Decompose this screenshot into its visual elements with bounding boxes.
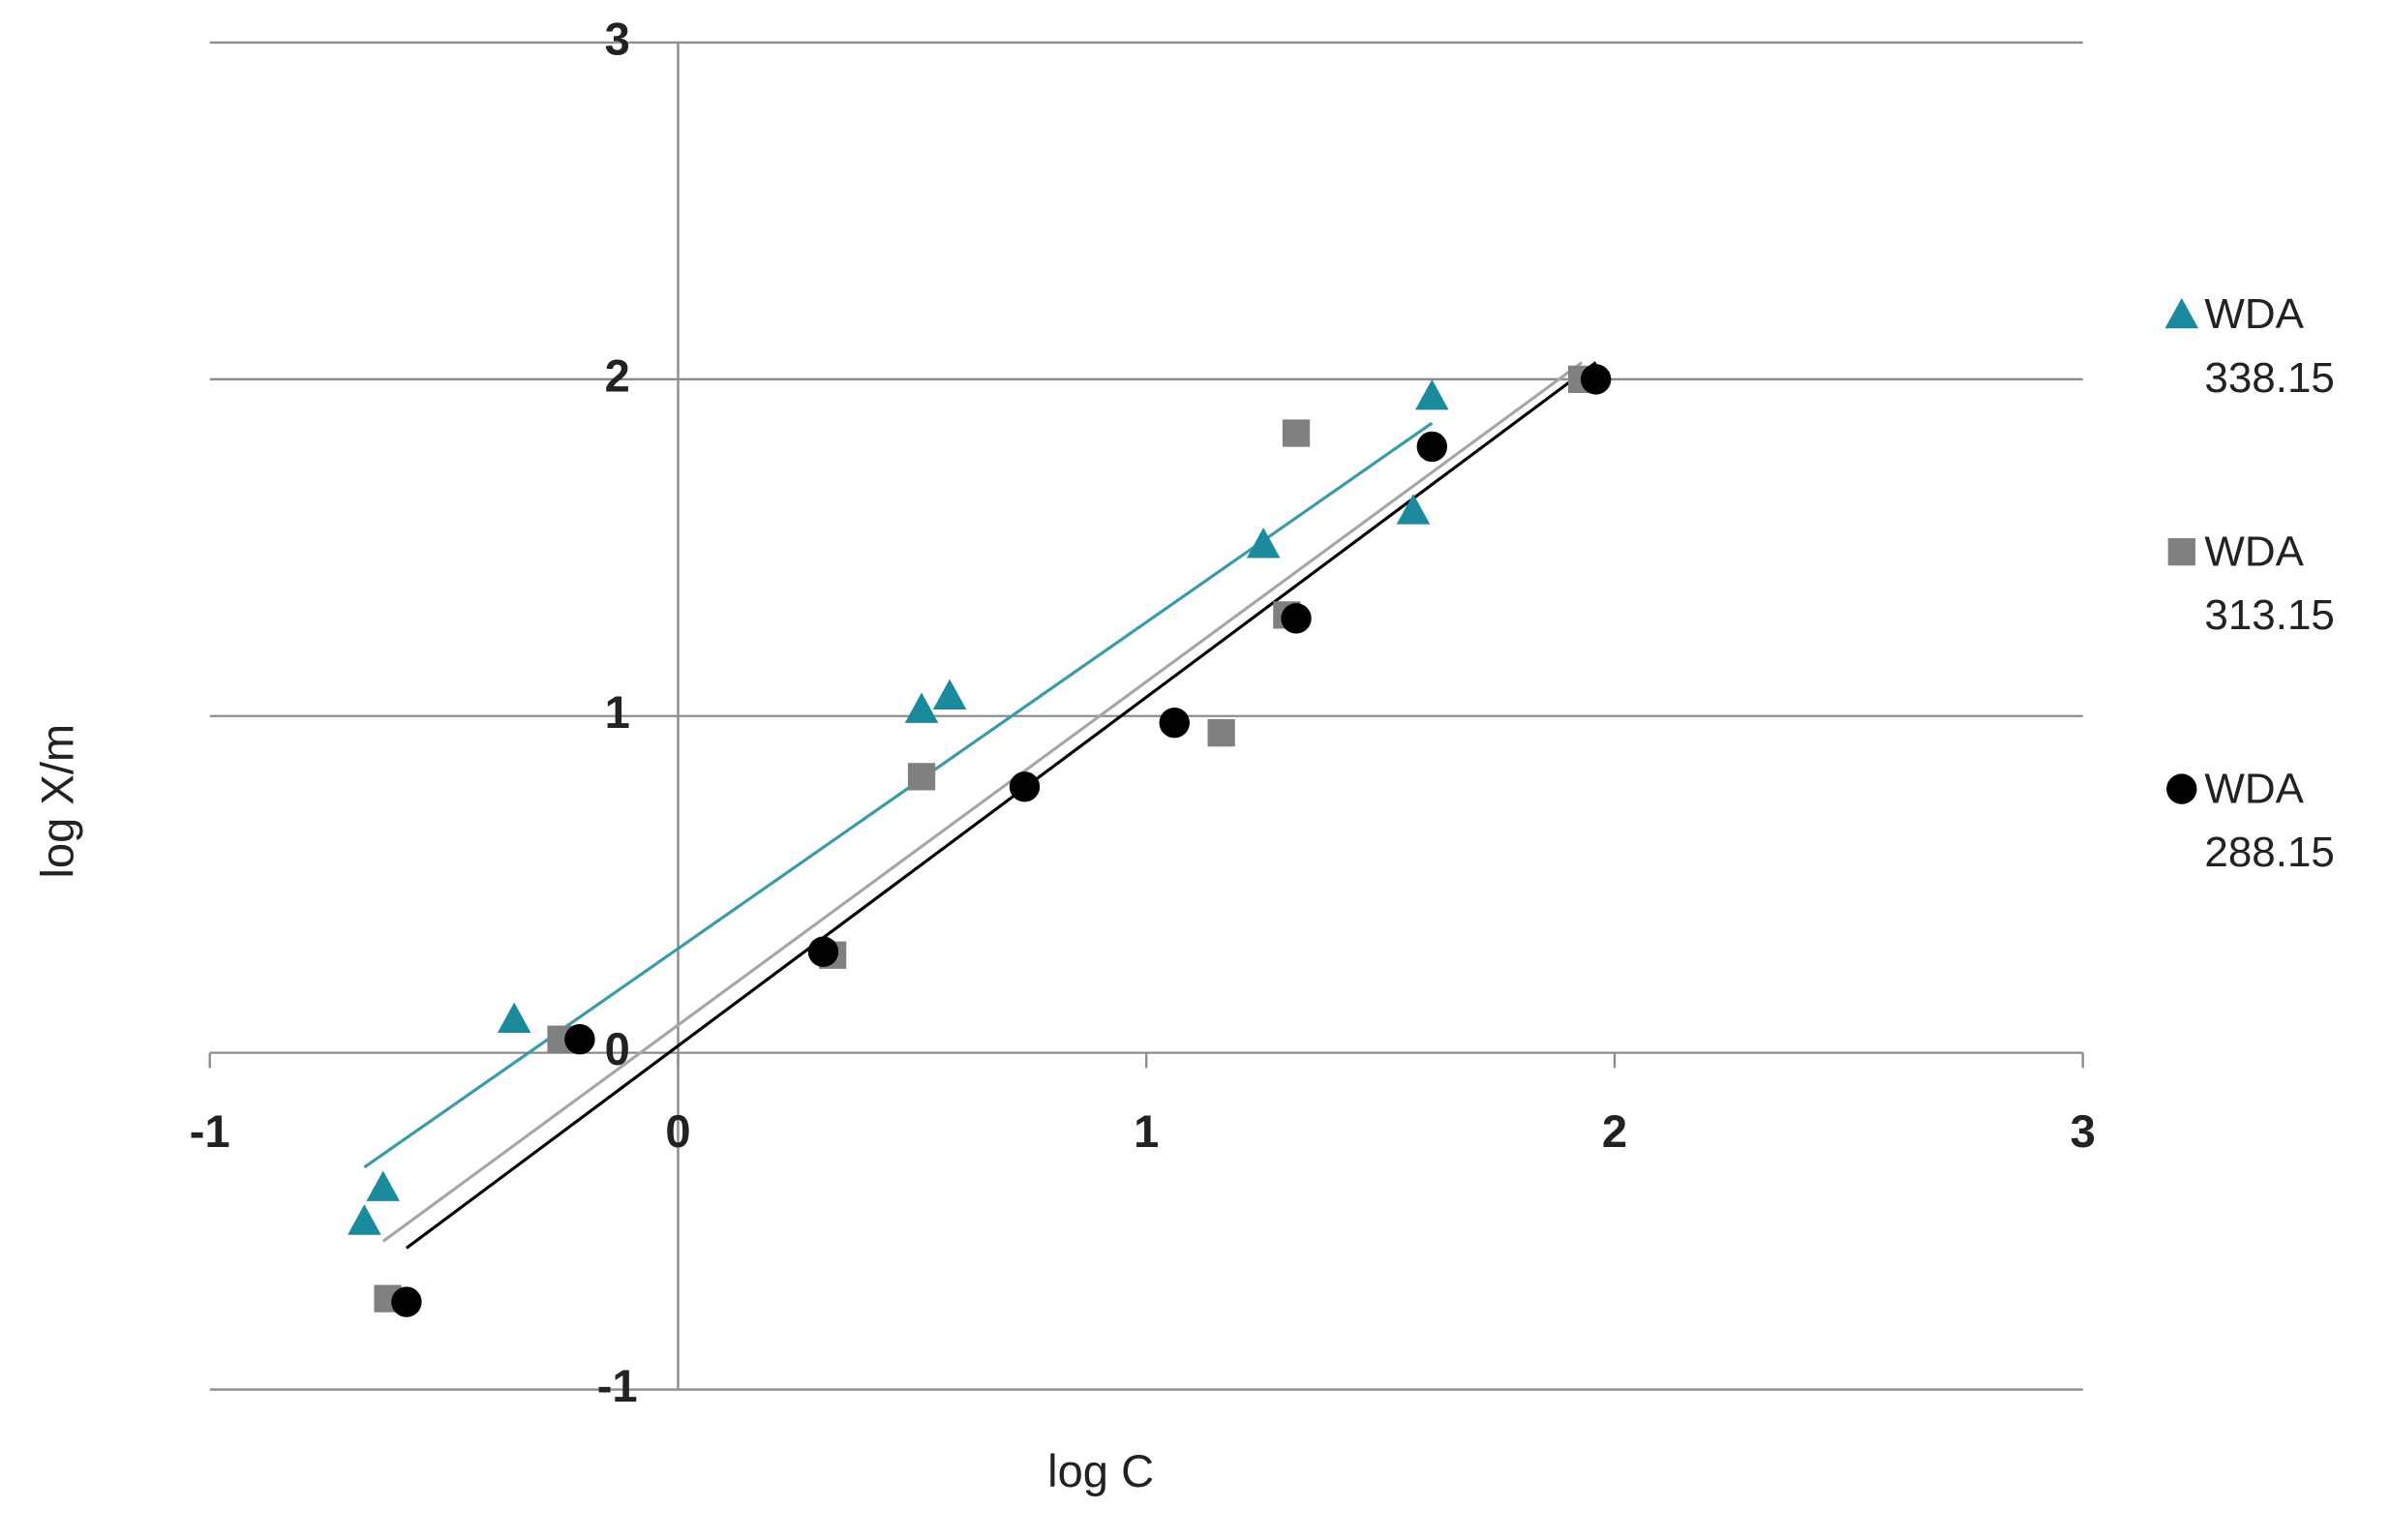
y-tick-label: -1: [597, 1360, 638, 1411]
legend-marker: [2167, 537, 2195, 566]
data-point: [1009, 771, 1041, 802]
legend-text-box: WDA 288.15: [2204, 765, 2335, 876]
data-point: [1415, 378, 1449, 410]
x-tick-label: 3: [2071, 1105, 2096, 1157]
legend-label: WDA 288.15: [2204, 765, 2335, 876]
legend-item: WDA 338.15: [2164, 289, 2335, 402]
data-point: [1416, 431, 1448, 463]
legend-item: WDA 313.15: [2167, 527, 2335, 639]
data-point: [497, 1002, 531, 1033]
x-axis-title: log C: [1047, 1445, 1154, 1496]
data-point: [564, 1024, 595, 1055]
y-axis-title: log X/m: [31, 724, 82, 879]
data-point: [1282, 419, 1311, 447]
legend-text-box: WDA 313.15: [2204, 527, 2335, 639]
data-point: [391, 1286, 422, 1317]
data-point: [1281, 603, 1312, 634]
data-point: [1396, 494, 1431, 525]
data-point: [932, 679, 967, 710]
legend-label: WDA 313.15: [2204, 527, 2335, 639]
y-tick-label: 3: [605, 13, 630, 64]
data-point: [807, 936, 839, 967]
legend-marker: [2166, 773, 2197, 804]
x-tick-label: -1: [190, 1105, 230, 1157]
data-point: [907, 763, 936, 791]
legend-text-box: WDA 338.15: [2204, 289, 2335, 402]
x-tick-label: 1: [1134, 1105, 1159, 1157]
legend-item: WDA 288.15: [2166, 765, 2335, 876]
trendline: [405, 361, 1597, 1250]
data-point: [904, 692, 939, 723]
data-point: [348, 1204, 381, 1235]
legend-marker: [2164, 297, 2199, 329]
y-tick-label: 2: [605, 349, 630, 401]
data-point: [1580, 364, 1612, 395]
trendline: [381, 361, 1584, 1243]
x-tick-label: 2: [1602, 1105, 1627, 1157]
x-tick-label: 0: [665, 1105, 690, 1157]
y-tick-label: 0: [605, 1023, 630, 1074]
y-tick-label: 1: [605, 686, 630, 738]
data-point: [366, 1170, 401, 1201]
data-point: [1246, 528, 1281, 559]
data-point: [1207, 719, 1235, 747]
data-point: [1159, 707, 1190, 739]
trendline: [363, 421, 1434, 1169]
legend-label: WDA 338.15: [2204, 289, 2335, 402]
